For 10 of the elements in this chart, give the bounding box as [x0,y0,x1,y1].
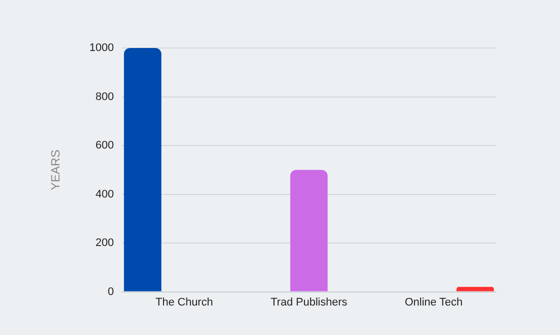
y-tick-label: 0 [108,286,114,298]
y-tick-label: 800 [96,90,114,103]
y-axis-title: YEARS [48,150,63,190]
x-tick-label: Online Tech [404,296,463,308]
x-tick-label: Trad Publishers [270,296,348,308]
y-tick-label: 400 [96,188,114,200]
y-tick-label: 600 [96,140,114,152]
x-tick-label: The Church [155,296,213,308]
y-tick-label: 200 [96,237,114,250]
y-tick-label: 1000 [89,42,114,54]
